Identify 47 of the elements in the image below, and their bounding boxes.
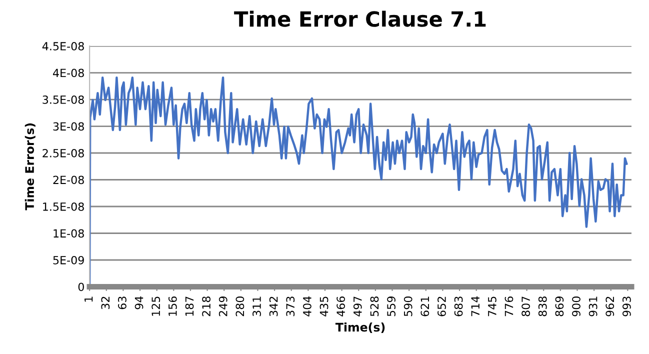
x-tick-label: 838: [538, 296, 547, 316]
line-series: [90, 76, 628, 287]
x-tick-label: 156: [168, 296, 177, 316]
x-tick-label: 621: [420, 296, 430, 316]
x-tick-label: 342: [269, 296, 278, 316]
chart-title: Time Error Clause 7.1: [234, 10, 486, 27]
x-tick-label: 652: [438, 296, 446, 316]
x-tick-label: 187: [185, 296, 194, 316]
x-tick-label: 962: [606, 296, 614, 316]
x-tick-label: 745: [488, 296, 496, 316]
x-tick-label: 993: [622, 296, 631, 316]
x-tick-label: 218: [202, 296, 210, 316]
x-tick-label: 435: [320, 296, 328, 316]
x-tick-label: 32: [101, 296, 110, 310]
y-axis-title: Time Error(s): [24, 123, 36, 210]
x-tick-label: 404: [302, 296, 312, 316]
y-tick-label: 1.5E-08: [43, 202, 84, 211]
x-tick-label: 683: [454, 296, 463, 316]
x-tick-label: 249: [218, 296, 228, 316]
y-tick-label: 2.5E-08: [42, 148, 84, 158]
x-tick-label: 528: [370, 296, 379, 316]
y-tick-label: 3.5E-08: [42, 95, 84, 104]
y-tick-label: 5E-09: [53, 256, 84, 264]
y-tick-label: 0: [78, 282, 84, 292]
y-tick-label: 4.5E-08: [42, 42, 84, 50]
x-tick-label: 63: [118, 296, 126, 310]
x-tick-label: 590: [404, 296, 412, 316]
x-tick-label: 466: [336, 296, 346, 316]
y-tick-label: 2E-08: [53, 176, 84, 184]
x-tick-label: 931: [588, 296, 598, 316]
x-tick-label: 373: [286, 296, 295, 316]
y-tick-label: 1E-08: [54, 229, 84, 238]
x-tick-label: 311: [252, 296, 261, 316]
x-tick-label: 869: [555, 296, 564, 316]
x-tick-label: 497: [353, 296, 362, 316]
x-tick-label: 807: [522, 296, 530, 316]
y-tick-label: 3E-08: [53, 122, 84, 131]
x-tick-label: 125: [152, 296, 160, 316]
x-tick-label: 714: [471, 296, 480, 316]
x-tick-label: 776: [504, 296, 514, 316]
x-axis-title: Time(s): [335, 322, 385, 334]
x-tick-label: 559: [387, 296, 396, 316]
x-tick-label: 1: [84, 296, 93, 302]
x-tick-label: 280: [236, 296, 244, 316]
x-tick-label: 900: [572, 296, 580, 316]
y-tick-label: 4E-08: [53, 68, 84, 78]
x-tick-label: 94: [134, 296, 144, 310]
